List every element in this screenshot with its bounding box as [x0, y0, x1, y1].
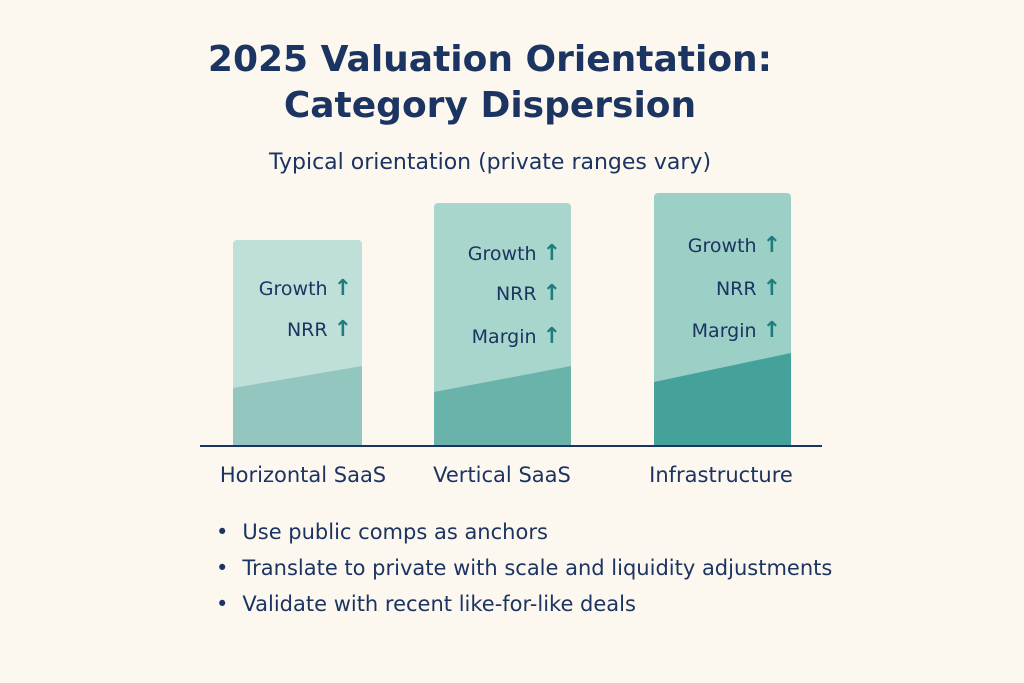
title-line-2: Category Dispersion — [283, 85, 697, 126]
arrow-up-icon: ↑ — [542, 241, 561, 266]
category-label: Horizontal SaaS — [219, 463, 387, 487]
arrow-up-icon: ↑ — [762, 276, 781, 301]
bullet-list: • Use public comps as anchors • Translate … — [216, 514, 832, 622]
metric-nrr: NRR ↑ — [287, 317, 352, 342]
category-bar: Growth ↑ NRR ↑ Margin ↑ — [434, 203, 571, 446]
bullet-item: • Use public comps as anchors — [216, 514, 832, 550]
arrow-up-icon: ↑ — [333, 317, 352, 342]
bullet-item: • Validate with recent like-for-like deal… — [216, 586, 832, 622]
category-bar: Growth ↑ NRR ↑ — [233, 240, 362, 446]
metric-margin: Margin ↑ — [692, 318, 781, 343]
baseline — [200, 445, 822, 447]
metric-label: Margin — [691, 319, 757, 342]
bullet-text: Validate with recent like-for-like deals — [242, 592, 636, 616]
category-label: Infrastructure — [649, 463, 793, 487]
category-label: Vertical SaaS — [433, 463, 571, 487]
category-bar: Growth ↑ NRR ↑ Margin ↑ — [654, 193, 791, 446]
metric-growth: Growth ↑ — [688, 233, 781, 258]
title-line-1: 2025 Valuation Orientation: — [207, 39, 773, 80]
bar-lower-band — [434, 366, 571, 446]
bar-lower-band — [233, 366, 362, 446]
metric-nrr: NRR ↑ — [716, 276, 781, 301]
bullet-text: Use public comps as anchors — [242, 520, 548, 544]
metric-label: NRR — [715, 277, 757, 300]
arrow-up-icon: ↑ — [333, 276, 352, 301]
bullet-dot: • — [216, 520, 229, 544]
metric-label: Growth — [467, 242, 537, 265]
arrow-up-icon: ↑ — [762, 318, 781, 343]
metric-label: Margin — [471, 325, 537, 348]
metric-label: Growth — [258, 277, 328, 300]
bar-lower-band — [654, 353, 791, 446]
arrow-up-icon: ↑ — [542, 324, 561, 349]
bullet-dot: • — [216, 556, 229, 580]
arrow-up-icon: ↑ — [542, 281, 561, 306]
bullet-item: • Translate to private with scale and liq… — [216, 550, 832, 586]
arrow-up-icon: ↑ — [762, 233, 781, 258]
bullet-dot: • — [216, 592, 229, 616]
metric-label: NRR — [495, 282, 537, 305]
subtitle: Typical orientation (private ranges vary… — [268, 150, 712, 175]
metric-nrr: NRR ↑ — [496, 281, 561, 306]
metric-growth: Growth ↑ — [259, 276, 352, 301]
bullet-text: Translate to private with scale and liqu… — [242, 556, 833, 580]
metric-label: Growth — [687, 234, 757, 257]
metric-margin: Margin ↑ — [472, 324, 561, 349]
metric-growth: Growth ↑ — [468, 241, 561, 266]
metric-label: NRR — [286, 318, 328, 341]
